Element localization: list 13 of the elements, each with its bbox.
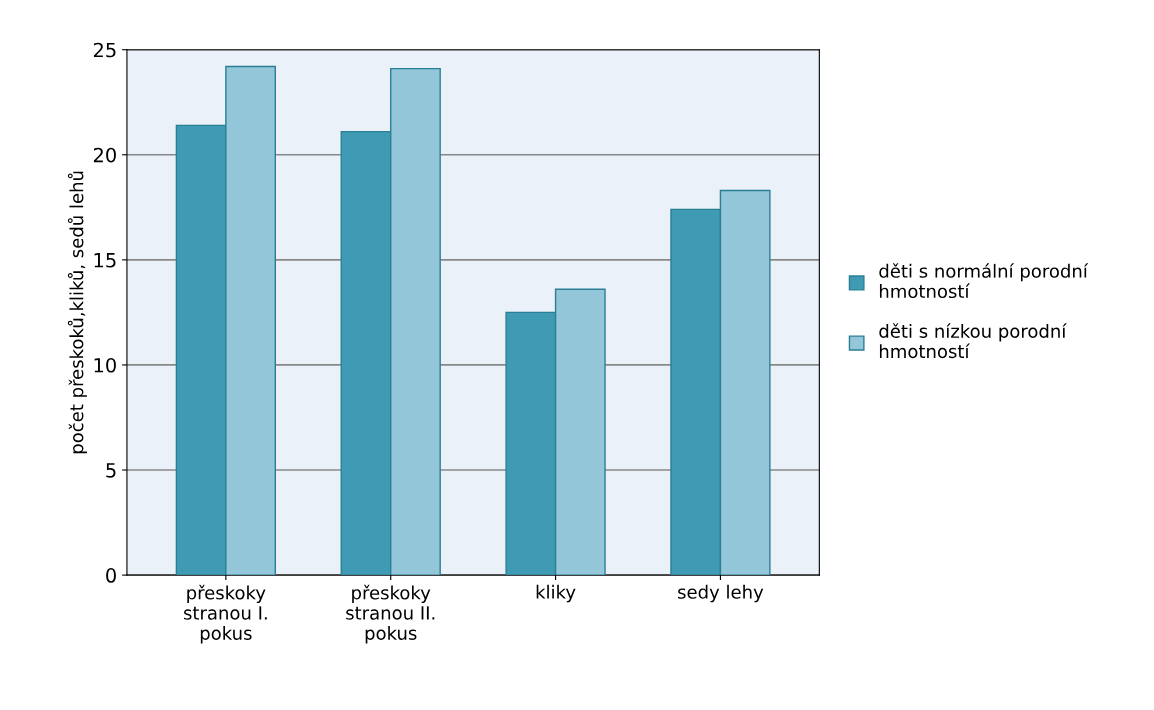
- legend-label: děti s normální porodní hmotností: [879, 263, 1089, 299]
- y-tick-label: 5: [106, 463, 116, 478]
- y-tick-label: 15: [94, 253, 116, 268]
- x-tick-label: kliky: [536, 584, 576, 603]
- y-tick-label: 0: [106, 568, 116, 583]
- y-tick-label: 25: [93, 42, 116, 58]
- x-tick-label: přeskoky stranou II. pokus: [346, 584, 435, 644]
- y-tick-label: 20: [93, 147, 116, 163]
- y-axis-title: počet přeskoků,kliků, sedů lehů: [67, 171, 87, 454]
- legend-label: děti s nízkou porodní hmotností: [879, 323, 1067, 359]
- x-tick-label: přeskoky stranou I. pokus: [183, 584, 267, 644]
- y-tick-label: 10: [94, 357, 116, 373]
- x-tick-label: sedy lehy: [678, 584, 764, 603]
